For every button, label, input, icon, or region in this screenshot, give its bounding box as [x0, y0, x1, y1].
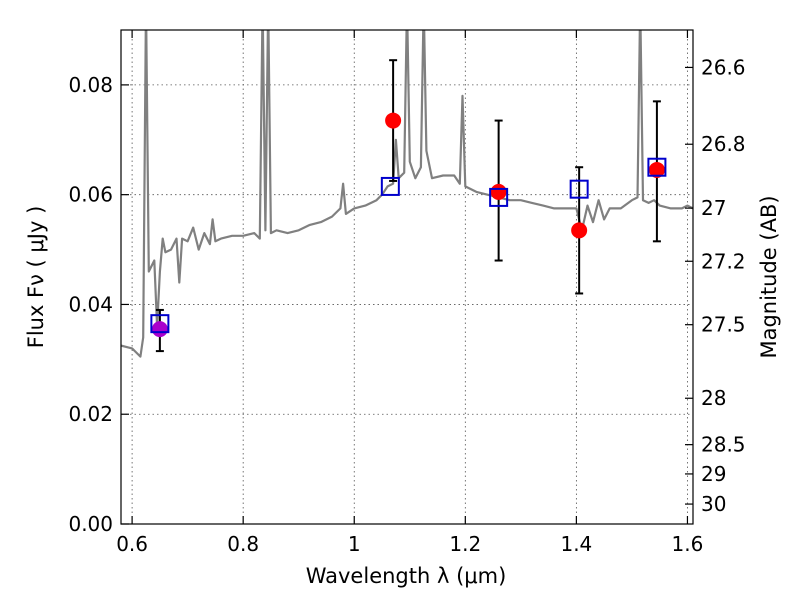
plot-frame	[120, 29, 694, 525]
right-tick-label: 26.8	[701, 132, 746, 156]
x-tick-label: 1.4	[560, 532, 592, 556]
right-tick-label: 27.2	[701, 249, 746, 273]
y-tick-label: 0.06	[68, 183, 113, 207]
right-tick-label: 26.6	[701, 55, 746, 79]
data-markers	[150, 112, 667, 338]
y-tick-label: 0.00	[68, 512, 113, 536]
tick-labels: 0.6 0.8 1 1.2 1.4 1.6 0.00 0.02 0.04 0.06 0.08 26.6…	[68, 55, 745, 556]
model-photometry-box	[569, 179, 589, 199]
x-tick-label: 1.2	[449, 532, 481, 556]
y-tick-label: 0.04	[68, 292, 113, 316]
model-photometry-box	[647, 157, 667, 177]
model-spectrum-line	[121, 30, 693, 358]
plot-area	[121, 30, 693, 358]
y-axis-label: Flux Fν ( μJy )	[24, 206, 48, 349]
grid-lines	[121, 30, 693, 525]
x-axis-label: Wavelength λ (μm)	[306, 564, 507, 588]
right-tick-label: 28.5	[701, 433, 746, 457]
model-photometry-box	[380, 176, 400, 196]
right-tick-label: 30	[701, 492, 726, 516]
observed-point	[571, 222, 588, 239]
right-tick-label: 27	[701, 196, 726, 220]
axis-ticks	[121, 30, 693, 525]
y-tick-label: 0.08	[68, 73, 113, 97]
x-tick-label: 1	[348, 532, 361, 556]
observed-point	[385, 112, 402, 129]
right-tick-label: 29	[701, 462, 726, 486]
y-tick-label: 0.02	[68, 402, 113, 426]
observed-point	[151, 321, 168, 338]
x-tick-label: 0.8	[227, 532, 259, 556]
right-tick-label: 28	[701, 386, 726, 410]
observed-point	[490, 183, 507, 200]
x-tick-label: 0.6	[116, 532, 148, 556]
model-photometry-box	[150, 314, 170, 334]
right-tick-label: 27.5	[701, 313, 746, 337]
model-photometry-box	[489, 187, 509, 207]
right-axis-label: Magnitude (AB)	[757, 195, 781, 358]
x-tick-label: 1.6	[672, 532, 704, 556]
observed-point	[648, 161, 665, 178]
